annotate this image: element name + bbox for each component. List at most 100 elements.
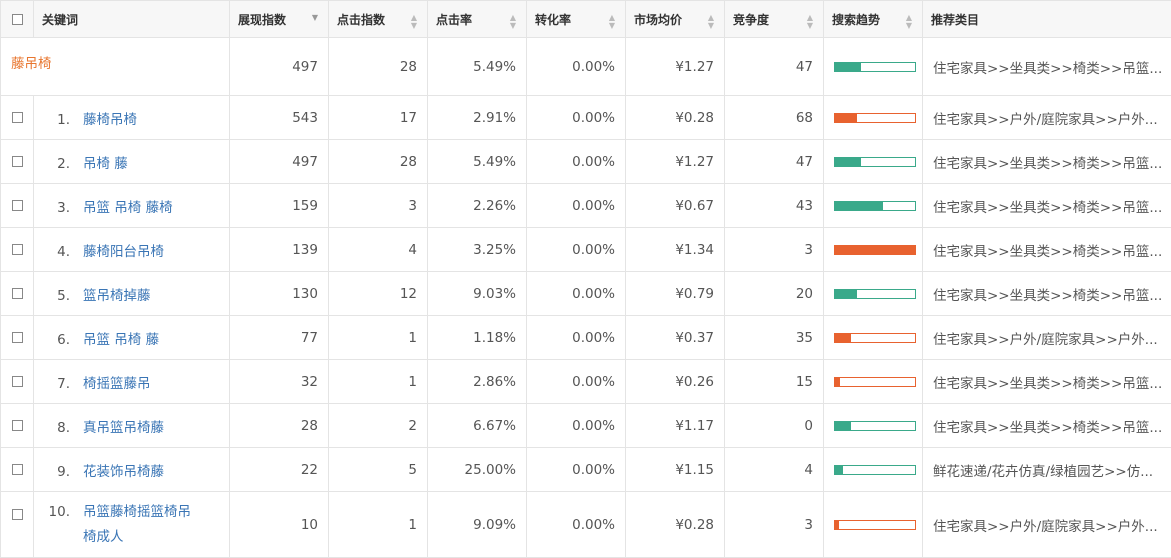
competition-cell: 20 [725, 272, 824, 316]
keyword-link[interactable]: 花装饰吊椅藤 [83, 464, 164, 480]
ctr-cell: 9.09% [428, 492, 527, 558]
keyword-link[interactable]: 吊篮藤椅摇篮椅吊椅成人 [83, 500, 201, 550]
trend-bar-fill [835, 422, 851, 430]
keyword-link[interactable]: 篮吊椅掉藤 [83, 288, 151, 304]
keyword-cell: 8.真吊篮吊椅藤 [34, 404, 230, 448]
clicks-cell: 1 [329, 316, 428, 360]
competition-cell: 47 [725, 140, 824, 184]
keyword-link[interactable]: 吊篮 吊椅 藤 [83, 332, 159, 348]
keyword-cell: 10.吊篮藤椅摇篮椅吊椅成人 [34, 492, 230, 558]
row-checkbox-cell[interactable] [1, 492, 34, 558]
price-cell: ¥0.28 [626, 492, 725, 558]
col-header-price-label: 市场均价 [634, 13, 682, 27]
sort-icon[interactable]: ▲▼ [708, 14, 714, 30]
trend-bar-fill [835, 114, 857, 122]
row-index: 7. [42, 376, 70, 392]
row-checkbox[interactable] [12, 244, 23, 255]
sort-icon[interactable]: ▲▼ [906, 14, 912, 30]
sort-icon[interactable]: ▲▼ [510, 14, 516, 30]
col-header-ctr[interactable]: 点击率▲▼ [428, 1, 527, 38]
row-index: 3. [42, 200, 70, 216]
price-cell: ¥0.26 [626, 360, 725, 404]
row-checkbox-cell[interactable] [1, 140, 34, 184]
row-checkbox-cell[interactable] [1, 96, 34, 140]
row-checkbox-cell[interactable] [1, 448, 34, 492]
clicks-cell: 17 [329, 96, 428, 140]
keyword-link[interactable]: 椅摇篮藤吊 [83, 376, 151, 392]
select-all-checkbox-cell[interactable] [1, 1, 34, 38]
row-checkbox-cell[interactable] [1, 184, 34, 228]
col-header-impressions[interactable]: 展现指数 ▼ [230, 1, 329, 38]
impressions-cell: 497 [230, 140, 329, 184]
row-checkbox-cell[interactable] [1, 228, 34, 272]
trend-bar [834, 201, 916, 211]
category-cell: 住宅家具>>坐具类>>椅类>>吊篮... [923, 360, 1171, 404]
row-index: 9. [42, 464, 70, 480]
sort-desc-icon[interactable]: ▼ [312, 14, 318, 22]
col-header-keyword: 关键词 [34, 1, 230, 38]
row-checkbox[interactable] [12, 509, 23, 520]
impressions-cell: 77 [230, 316, 329, 360]
category-cell: 住宅家具>>户外/庭院家具>>户外... [923, 492, 1171, 558]
cvr-cell: 0.00% [527, 492, 626, 558]
ctr-cell: 5.49% [428, 38, 527, 96]
price-cell: ¥0.37 [626, 316, 725, 360]
row-checkbox[interactable] [12, 156, 23, 167]
row-checkbox[interactable] [12, 288, 23, 299]
trend-bar-fill [835, 378, 840, 386]
cvr-cell: 0.00% [527, 140, 626, 184]
price-cell: ¥0.28 [626, 96, 725, 140]
trend-cell [824, 38, 923, 96]
sort-icon[interactable]: ▲▼ [807, 14, 813, 30]
keyword-link[interactable]: 真吊篮吊椅藤 [83, 420, 164, 436]
price-cell: ¥1.27 [626, 140, 725, 184]
trend-cell [824, 96, 923, 140]
clicks-cell: 28 [329, 38, 428, 96]
col-header-price[interactable]: 市场均价 ▲▼ [626, 1, 725, 38]
ctr-cell: 6.67% [428, 404, 527, 448]
category-cell: 住宅家具>>坐具类>>椅类>>吊篮... [923, 184, 1171, 228]
trend-cell [824, 228, 923, 272]
row-checkbox[interactable] [12, 200, 23, 211]
col-header-competition[interactable]: 竞争度▲▼ [725, 1, 824, 38]
competition-cell: 35 [725, 316, 824, 360]
keyword-link[interactable]: 藤椅吊椅 [83, 112, 137, 128]
sort-icon[interactable]: ▲▼ [609, 14, 615, 30]
col-header-clicks[interactable]: 点击指数▲▼ [329, 1, 428, 38]
impressions-cell: 130 [230, 272, 329, 316]
row-checkbox-cell[interactable] [1, 360, 34, 404]
keyword-link[interactable]: 吊篮 吊椅 藤椅 [83, 200, 173, 216]
category-cell: 住宅家具>>坐具类>>椅类>>吊篮... [923, 272, 1171, 316]
select-all-checkbox[interactable] [12, 14, 23, 25]
row-checkbox[interactable] [12, 376, 23, 387]
sort-icon[interactable]: ▲▼ [411, 14, 417, 30]
row-checkbox[interactable] [12, 464, 23, 475]
col-header-trend[interactable]: 搜索趋势▲▼ [824, 1, 923, 38]
trend-bar [834, 377, 916, 387]
row-checkbox-cell[interactable] [1, 404, 34, 448]
keyword-link[interactable]: 吊椅 藤 [83, 156, 128, 172]
col-header-impressions-label: 展现指数 [238, 13, 286, 27]
col-header-cvr[interactable]: 转化率▲▼ [527, 1, 626, 38]
row-checkbox[interactable] [12, 112, 23, 123]
row-checkbox[interactable] [12, 420, 23, 431]
trend-bar [834, 421, 916, 431]
competition-cell: 15 [725, 360, 824, 404]
trend-bar-fill [835, 521, 839, 529]
row-checkbox[interactable] [12, 332, 23, 343]
impressions-cell: 28 [230, 404, 329, 448]
trend-bar-fill [835, 202, 883, 210]
root-keyword[interactable]: 藤吊椅 [11, 56, 52, 72]
trend-bar [834, 62, 916, 72]
category-cell: 住宅家具>>户外/庭院家具>>户外... [923, 316, 1171, 360]
price-cell: ¥0.67 [626, 184, 725, 228]
keyword-link[interactable]: 藤椅阳台吊椅 [83, 244, 164, 260]
price-cell: ¥0.79 [626, 272, 725, 316]
cvr-cell: 0.00% [527, 448, 626, 492]
row-checkbox-cell[interactable] [1, 316, 34, 360]
row-checkbox-cell[interactable] [1, 272, 34, 316]
clicks-cell: 3 [329, 184, 428, 228]
